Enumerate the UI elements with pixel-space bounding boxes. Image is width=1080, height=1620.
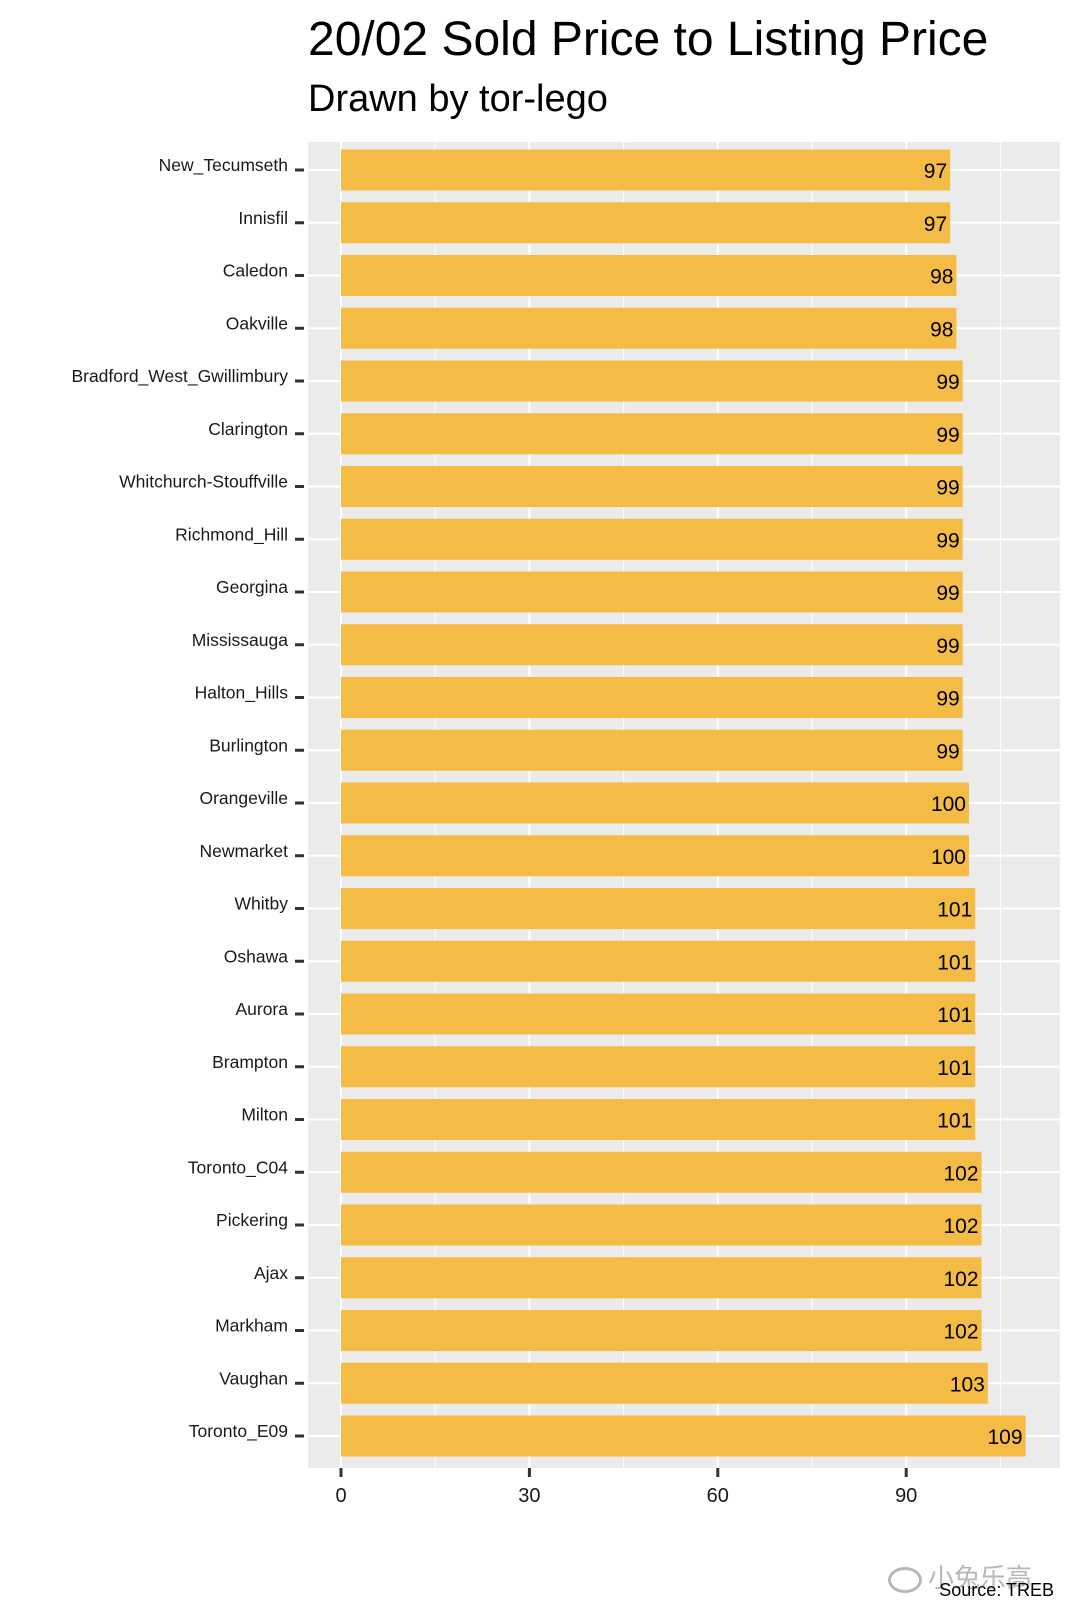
value-label: 103 — [950, 1373, 985, 1396]
x-tick-label: 90 — [895, 1485, 917, 1507]
y-tick-label: Ajax — [254, 1263, 288, 1283]
y-tick-label: Pickering — [216, 1210, 288, 1230]
y-tick-label: Oakville — [226, 313, 288, 333]
bar — [341, 1415, 1026, 1457]
bar — [341, 624, 963, 666]
y-tick-label: Milton — [241, 1105, 288, 1125]
value-label: 109 — [987, 1426, 1022, 1449]
x-tick-label: 0 — [335, 1485, 346, 1507]
bar — [341, 1362, 988, 1404]
value-label: 100 — [931, 793, 966, 816]
value-label: 101 — [937, 1057, 972, 1080]
chart-subtitle: Drawn by tor-lego — [308, 78, 608, 120]
y-tick-label: Whitchurch-Stouffville — [119, 472, 288, 492]
bar — [341, 940, 976, 982]
bar — [341, 677, 963, 718]
bar — [341, 1204, 982, 1246]
chart-title: 20/02 Sold Price to Listing Price — [308, 13, 989, 66]
x-tick-label: 30 — [518, 1485, 540, 1507]
bar — [341, 1046, 976, 1088]
y-tick-label: Mississauga — [192, 630, 289, 650]
y-tick-label: Aurora — [235, 999, 288, 1019]
y-tick-label: Bradford_West_Gwillimbury — [71, 366, 288, 387]
value-label: 98 — [930, 318, 953, 341]
y-tick-label: Halton_Hills — [195, 683, 289, 704]
value-label: 99 — [936, 477, 959, 500]
value-label: 102 — [944, 1215, 979, 1238]
watermark-text: 小兔乐高 — [928, 1563, 1033, 1593]
bar — [341, 993, 976, 1035]
value-label: 102 — [944, 1321, 979, 1344]
bar — [341, 1099, 976, 1140]
y-tick-label: Orangeville — [199, 788, 288, 808]
value-label: 101 — [937, 899, 972, 922]
value-label: 99 — [936, 371, 959, 394]
y-tick-label: Oshawa — [224, 946, 288, 966]
bar — [341, 149, 951, 191]
y-tick-label: Whitby — [235, 894, 289, 914]
value-label: 101 — [937, 1004, 972, 1027]
value-label: 99 — [936, 635, 959, 658]
y-tick-label: Caledon — [223, 261, 288, 281]
bar — [341, 466, 963, 507]
x-tick-label: 60 — [707, 1485, 729, 1507]
bar — [341, 413, 963, 455]
value-label: 97 — [924, 160, 947, 183]
bar — [341, 782, 969, 824]
bar — [341, 202, 951, 244]
value-label: 99 — [936, 424, 959, 447]
value-label: 99 — [936, 688, 959, 711]
value-label: 102 — [944, 1268, 979, 1291]
bar — [341, 835, 969, 877]
value-label: 100 — [931, 846, 966, 869]
y-tick-label: Burlington — [209, 735, 288, 755]
y-tick-label: New_Tecumseth — [159, 155, 288, 176]
chat-bubble-icon — [888, 1567, 922, 1594]
bar — [341, 307, 957, 349]
y-tick-label: Brampton — [212, 1052, 288, 1072]
value-label: 98 — [930, 266, 953, 289]
value-label: 101 — [937, 951, 972, 974]
y-tick-label: Toronto_C04 — [188, 1157, 288, 1178]
value-label: 102 — [944, 1162, 979, 1185]
value-label: 99 — [936, 529, 959, 552]
value-label: 99 — [936, 740, 959, 763]
bar — [341, 255, 957, 296]
y-tick-label: Georgina — [216, 577, 288, 597]
bar — [341, 888, 976, 929]
bar — [341, 360, 963, 402]
y-tick-label: Newmarket — [200, 841, 289, 861]
bar — [341, 571, 963, 613]
y-tick-label: Clarington — [208, 419, 288, 439]
y-tick-label: Innisfil — [238, 208, 288, 228]
bar — [341, 1310, 982, 1351]
y-tick-label: Richmond_Hill — [175, 524, 288, 545]
y-tick-label: Toronto_E09 — [189, 1421, 288, 1442]
bar — [341, 518, 963, 560]
y-tick-label: Markham — [215, 1316, 288, 1336]
watermark: 小兔乐高 — [888, 1558, 1032, 1595]
bar — [341, 1257, 982, 1299]
y-tick-label: Vaughan — [219, 1368, 288, 1388]
bar — [341, 729, 963, 771]
value-label: 101 — [937, 1110, 972, 1133]
value-label: 97 — [924, 213, 947, 236]
source-caption: Source: TREB — [939, 1580, 1054, 1600]
bar — [341, 1151, 982, 1193]
value-label: 99 — [936, 582, 959, 605]
